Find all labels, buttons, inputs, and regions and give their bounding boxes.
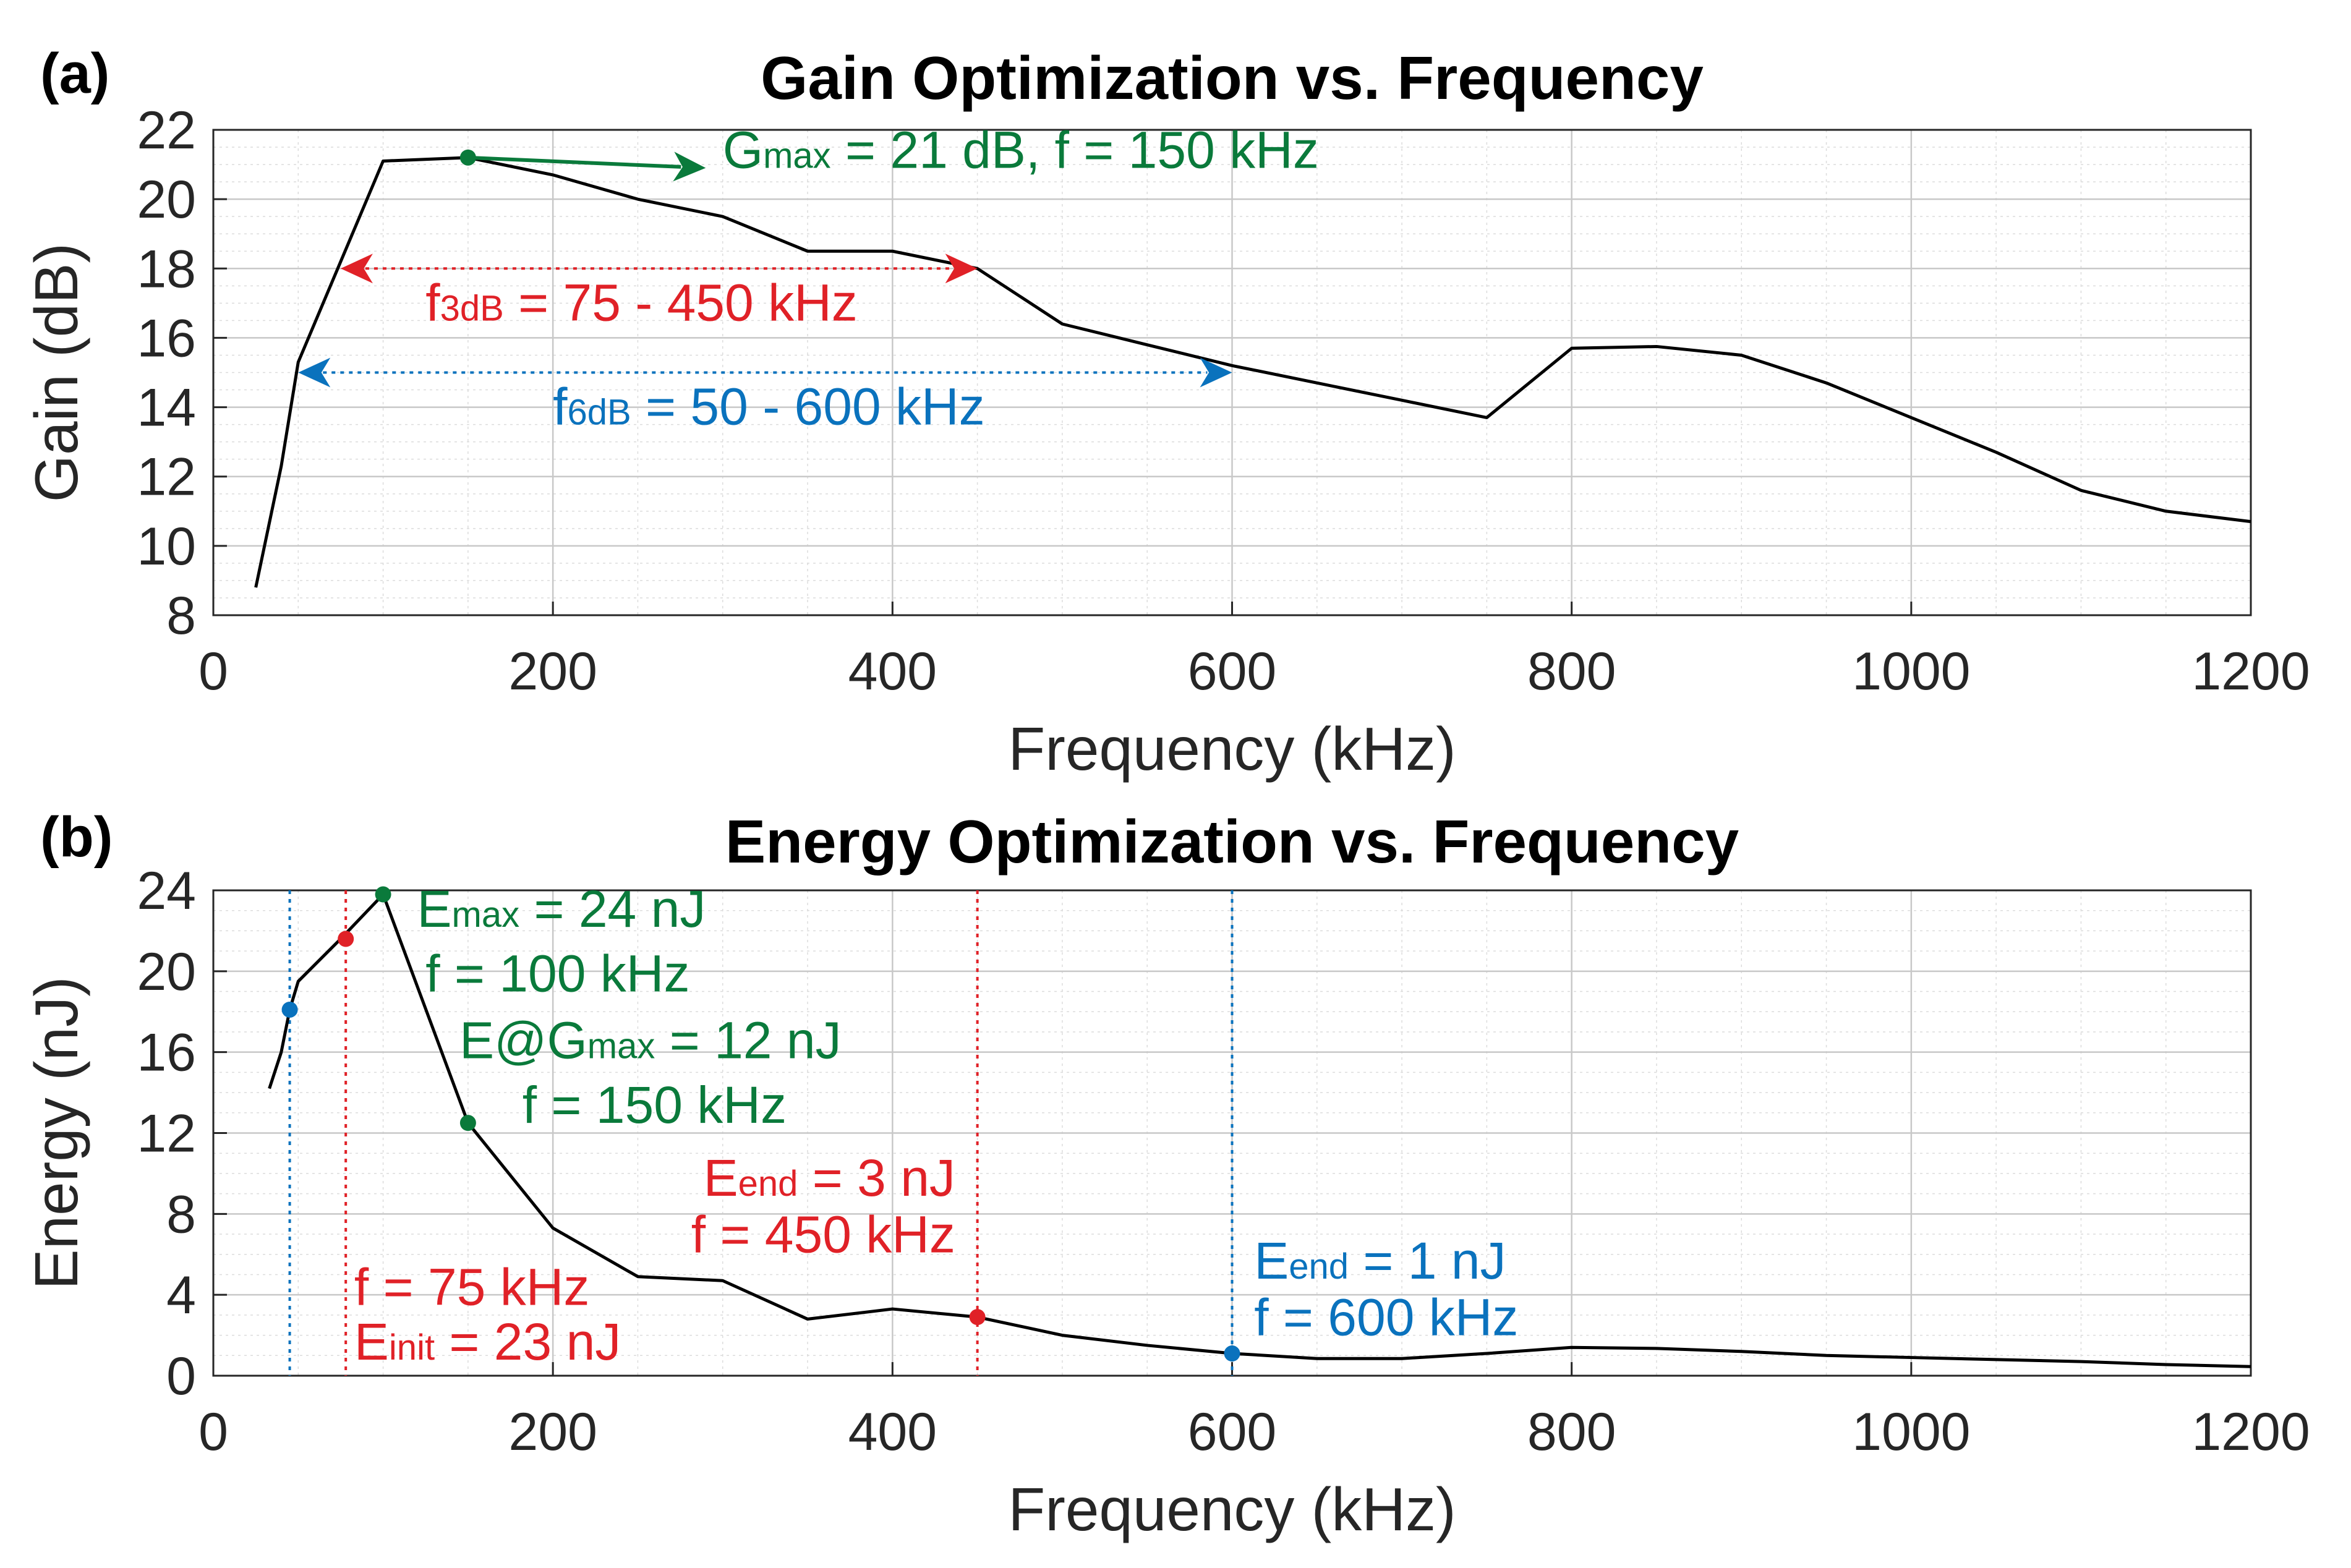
- y-tick-label: 18: [137, 239, 196, 299]
- x-tick-label: 1200: [2191, 642, 2310, 701]
- y-tick-label: 22: [137, 101, 196, 160]
- y-tick-label: 12: [137, 1104, 196, 1164]
- panel-label: (b): [40, 806, 113, 869]
- y-tick-label: 4: [166, 1266, 196, 1325]
- x-tick-label: 400: [848, 642, 937, 701]
- x-tick-label: 1000: [1852, 1402, 1970, 1462]
- x-tick-label: 600: [1188, 1402, 1277, 1462]
- panel-label: (a): [40, 42, 109, 105]
- x-tick-label: 200: [508, 1402, 597, 1462]
- data-point-marker: [1224, 1345, 1240, 1362]
- y-tick-label: 12: [137, 448, 196, 507]
- annotation: f = 150 kHz: [523, 1076, 787, 1134]
- y-tick-label: 16: [137, 1023, 196, 1083]
- annotation: E@Gmax = 12 nJ: [459, 1011, 841, 1069]
- y-tick-label: 8: [166, 586, 196, 646]
- arrowhead: [298, 357, 331, 388]
- y-tick-label: 8: [166, 1185, 196, 1244]
- arrowhead: [945, 254, 978, 284]
- data-point-marker: [969, 1309, 986, 1326]
- x-tick-label: 400: [848, 1402, 937, 1462]
- data-point-marker: [338, 931, 354, 947]
- annotation: Gmax = 21 dB, f = 150 kHz: [723, 121, 1319, 179]
- annotation: f = 100 kHz: [425, 945, 689, 1003]
- chart-title: Gain Optimization vs. Frequency: [761, 44, 1704, 112]
- series-line-energy: [268, 893, 2251, 1368]
- y-tick-label: 0: [166, 1347, 196, 1406]
- annotation: Einit = 23 nJ: [354, 1313, 621, 1371]
- y-tick-label: 14: [137, 378, 196, 438]
- y-tick-label: 24: [137, 861, 196, 921]
- arrowhead: [340, 254, 373, 284]
- arrowhead: [673, 151, 706, 182]
- y-tick-label: 20: [137, 170, 196, 229]
- x-tick-label: 1000: [1852, 642, 1970, 701]
- x-tick-label: 800: [1527, 642, 1616, 701]
- x-axis-label: Frequency (kHz): [1008, 1475, 1456, 1543]
- y-axis-label: Gain (dB): [22, 243, 90, 502]
- annotation: Eend = 1 nJ: [1254, 1232, 1506, 1290]
- x-tick-label: 800: [1527, 1402, 1616, 1462]
- series-line-gain: [254, 156, 2251, 588]
- y-tick-label: 10: [137, 517, 196, 576]
- x-tick-label: 200: [508, 642, 597, 701]
- data-point-marker: [281, 1001, 298, 1018]
- panel-a: 0 200 400 600 800 1000 1200 8 10 12 14 16 18 20 22 Gmax…: [22, 42, 2310, 783]
- chart-title: Energy Optimization vs. Frequency: [725, 807, 1739, 876]
- annotation: f = 450 kHz: [691, 1205, 955, 1263]
- y-tick-label: 20: [137, 942, 196, 1002]
- x-tick-label: 0: [198, 642, 228, 701]
- x-tick-label: 1200: [2191, 1402, 2310, 1462]
- data-point-marker: [375, 886, 391, 903]
- y-tick-label: 16: [137, 309, 196, 368]
- y-axis-label: Energy (nJ): [22, 976, 90, 1290]
- arrowhead: [1200, 357, 1232, 388]
- panel-b: 0 200 400 600 800 1000 1200 0 4 8 12 16 20 24 Emax = 2…: [22, 806, 2310, 1543]
- x-tick-label: 0: [198, 1402, 228, 1462]
- annotation: Eend = 3 nJ: [704, 1149, 955, 1207]
- annotation: f = 600 kHz: [1254, 1289, 1518, 1347]
- annotation: f3dB = 75 - 450 kHz: [425, 273, 858, 331]
- single-arrow-line: [467, 155, 681, 169]
- x-tick-label: 600: [1188, 642, 1277, 701]
- data-point-marker: [459, 149, 476, 166]
- data-point-marker: [459, 1115, 476, 1131]
- annotation: f = 75 kHz: [354, 1258, 590, 1316]
- x-axis-label: Frequency (kHz): [1008, 715, 1456, 783]
- annotation: Emax = 24 nJ: [417, 880, 706, 938]
- annotation: f6dB = 50 - 600 kHz: [553, 378, 985, 436]
